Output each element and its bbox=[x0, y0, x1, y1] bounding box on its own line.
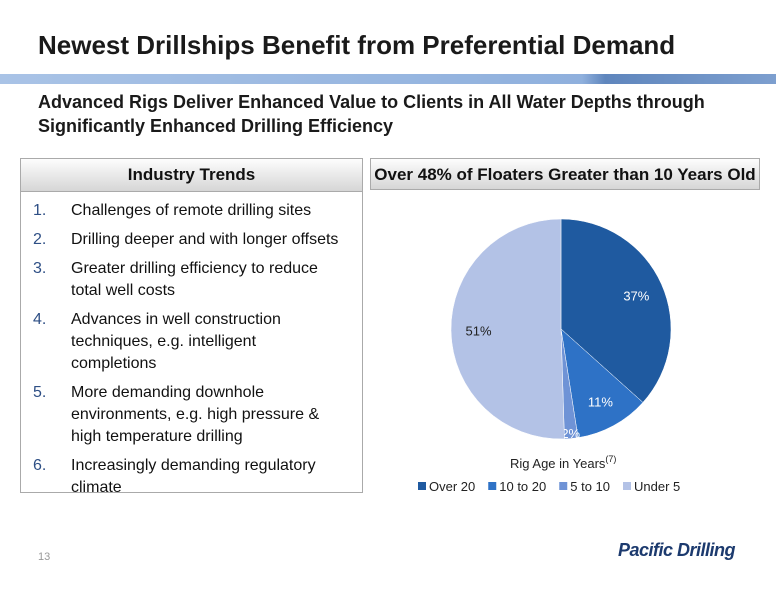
pie-slice bbox=[560, 218, 672, 403]
chart: 37% 11% 2% 51% Rig Age in Years(7) Over 20 10 … bbox=[418, 218, 680, 494]
legend-swatch bbox=[488, 482, 497, 490]
item-number: 5. bbox=[33, 384, 47, 401]
legend-label: Over 20 bbox=[429, 479, 475, 494]
trend-list: 1. Challenges of remote drilling sites 2. D… bbox=[21, 200, 362, 499]
legend-swatch bbox=[623, 482, 632, 490]
page-number: 13 bbox=[38, 551, 51, 563]
legend-label: Under 5 bbox=[634, 479, 680, 494]
data-label: 51% bbox=[465, 323, 491, 338]
trend-item: 5. More demanding downhole environments, … bbox=[21, 382, 362, 448]
chart-heading: Over 48% of Floaters Greater than 10 Yea… bbox=[370, 158, 760, 190]
pie-slice bbox=[450, 218, 565, 440]
trend-item: 2. Drilling deeper and with longer offset… bbox=[21, 229, 362, 251]
axis-label: Rig Age in Years(7) bbox=[510, 454, 616, 471]
legend-swatch bbox=[559, 482, 568, 490]
item-text: Advances in well construction techniques… bbox=[71, 311, 281, 372]
item-text: Drilling deeper and with longer offsets bbox=[71, 231, 339, 248]
title-rule bbox=[0, 74, 776, 84]
trend-item: 3. Greater drilling efficiency to reduce … bbox=[21, 258, 362, 302]
legend-label: 10 to 20 bbox=[499, 479, 546, 494]
item-text: Increasingly demanding regulatory climat… bbox=[71, 457, 316, 496]
item-number: 2. bbox=[33, 231, 47, 248]
data-label: 11% bbox=[588, 394, 613, 409]
item-text: Greater drilling efficiency to reduce to… bbox=[71, 260, 318, 299]
item-number: 6. bbox=[33, 457, 47, 474]
axis-label-text: Rig Age in Years bbox=[510, 456, 606, 471]
item-number: 1. bbox=[33, 202, 47, 219]
pie-slice bbox=[560, 328, 644, 438]
item-text: Challenges of remote drilling sites bbox=[71, 202, 312, 219]
legend-label: 5 to 10 bbox=[570, 479, 610, 494]
item-text: More demanding downhole environments, e.… bbox=[71, 384, 320, 445]
item-number: 3. bbox=[33, 260, 47, 277]
trends-panel: Industry Trends 1. Challenges of remote d… bbox=[20, 158, 363, 496]
data-label: 2% bbox=[561, 426, 580, 441]
item-number: 4. bbox=[33, 311, 47, 328]
footnote-marker: (7) bbox=[605, 454, 616, 464]
trend-item: 4. Advances in well construction techniqu… bbox=[21, 309, 362, 375]
subtitle: Advanced Rigs Deliver Enhanced Value to … bbox=[38, 92, 705, 136]
trend-item: 6. Increasingly demanding regulatory clim… bbox=[21, 455, 362, 499]
data-label: 37% bbox=[623, 288, 649, 303]
logo: Pacific Drilling bbox=[618, 540, 736, 560]
trend-item: 1. Challenges of remote drilling sites bbox=[21, 200, 362, 222]
panel-heading: Industry Trends bbox=[21, 159, 362, 192]
legend-swatch bbox=[418, 482, 426, 490]
slide-title: Newest Drillships Benefit from Preferent… bbox=[38, 30, 676, 60]
